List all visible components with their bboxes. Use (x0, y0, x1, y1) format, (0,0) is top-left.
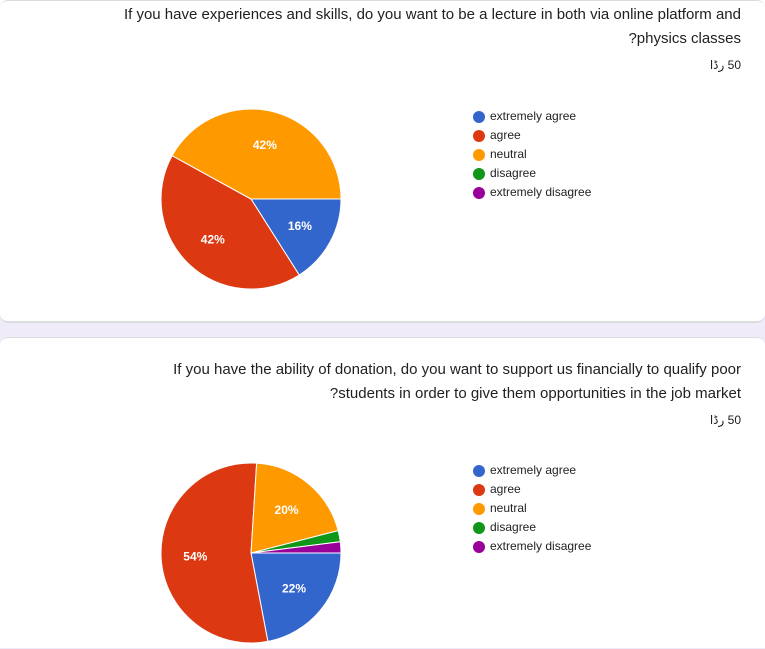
legend-item-extremely-agree[interactable]: extremely agree (473, 107, 591, 126)
legend-label: neutral (490, 501, 527, 515)
question-title-line1: If you have experiences and skills, do y… (123, 6, 741, 23)
question-title: If you have experiences and skills, do y… (41, 3, 741, 51)
legend-label: neutral (490, 147, 527, 161)
slice-data-label: 22% (282, 582, 306, 596)
legend-label: disagree (490, 520, 537, 534)
pie-chart-2: 22% 54% 20% (160, 462, 342, 644)
slice-data-label: 42% (201, 233, 225, 247)
legend-item-extremely-disagree[interactable]: extremely disagree (473, 537, 591, 556)
legend-label: extremely agree (490, 463, 577, 477)
question-card-1 (0, 0, 765, 322)
slice-data-label: 16% (288, 219, 312, 233)
legend-item-agree[interactable]: agree (473, 126, 591, 145)
legend-item-neutral[interactable]: neutral (473, 499, 591, 518)
legend-swatch (473, 483, 485, 496)
legend-swatch (473, 502, 485, 515)
legend-item-extremely-disagree[interactable]: extremely disagree (473, 183, 591, 202)
legend-swatch (473, 110, 485, 123)
legend-label: extremely disagree (490, 185, 592, 199)
legend-label: agree (490, 128, 521, 142)
legend-label: extremely agree (490, 109, 577, 123)
legend-label: agree (490, 482, 521, 496)
legend-swatch (473, 129, 485, 142)
legend-item-disagree[interactable]: disagree (473, 164, 591, 183)
question-title-line2: ?students in order to give them opportun… (329, 385, 741, 402)
slice-data-label: 54% (183, 550, 207, 564)
question-card-2 (0, 337, 765, 648)
legend-swatch (473, 148, 485, 161)
pie-slice-extremely-disagree[interactable] (250, 541, 342, 554)
response-count: 50 رڈا (709, 58, 741, 72)
legend-1: extremely agree agree neutral disagree extre… (473, 107, 591, 202)
legend-item-neutral[interactable]: neutral (473, 145, 591, 164)
legend-swatch (473, 464, 485, 477)
slice-data-label: 42% (253, 138, 277, 152)
legend-2: extremely agree agree neutral disagree extre… (473, 461, 591, 556)
pie-slice-extremely-agree[interactable] (250, 198, 342, 276)
legend-swatch (473, 167, 485, 180)
question-title-line1: If you have the ability of donation, do … (173, 361, 741, 378)
pie-slice-extremely-agree[interactable] (250, 552, 342, 642)
pie-slice-agree[interactable] (160, 154, 300, 290)
pie-chart-1: 16% 42% 42% (160, 108, 342, 290)
legend-swatch (473, 540, 485, 553)
legend-item-agree[interactable]: agree (473, 480, 591, 499)
question-title: If you have the ability of donation, do … (41, 358, 741, 406)
response-count: 50 رڈا (709, 413, 741, 427)
pie-slice-neutral[interactable] (250, 462, 339, 554)
legend-label: extremely disagree (490, 539, 592, 553)
legend-item-extremely-agree[interactable]: extremely agree (473, 461, 591, 480)
legend-swatch (473, 521, 485, 534)
legend-swatch (473, 186, 485, 199)
legend-label: disagree (490, 166, 537, 180)
pie-slice-agree[interactable] (160, 462, 269, 644)
question-title-line2: ?physics classes (628, 30, 741, 47)
legend-item-disagree[interactable]: disagree (473, 518, 591, 537)
pie-slice-neutral[interactable] (171, 108, 342, 200)
slice-data-label: 20% (275, 503, 299, 517)
